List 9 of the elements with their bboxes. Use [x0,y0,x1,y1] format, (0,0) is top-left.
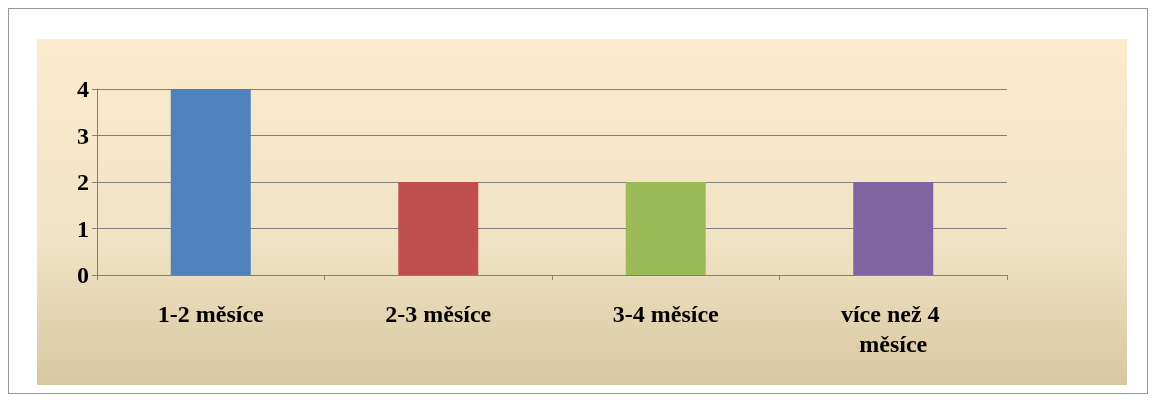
y-tick-label: 1 [77,215,89,242]
x-tick-label: 1-2 měsíce [157,301,265,327]
y-tick-label: 4 [77,76,89,102]
y-tick-label: 2 [77,169,89,195]
x-tick-label: více než 4 měsíce [840,301,946,357]
y-tick-label: 3 [77,122,89,149]
x-tick-label: 2-3 měsíce [385,301,492,327]
x-tick-label: 3-4 měsíce [612,301,720,327]
y-tick-label: 0 [77,262,89,288]
